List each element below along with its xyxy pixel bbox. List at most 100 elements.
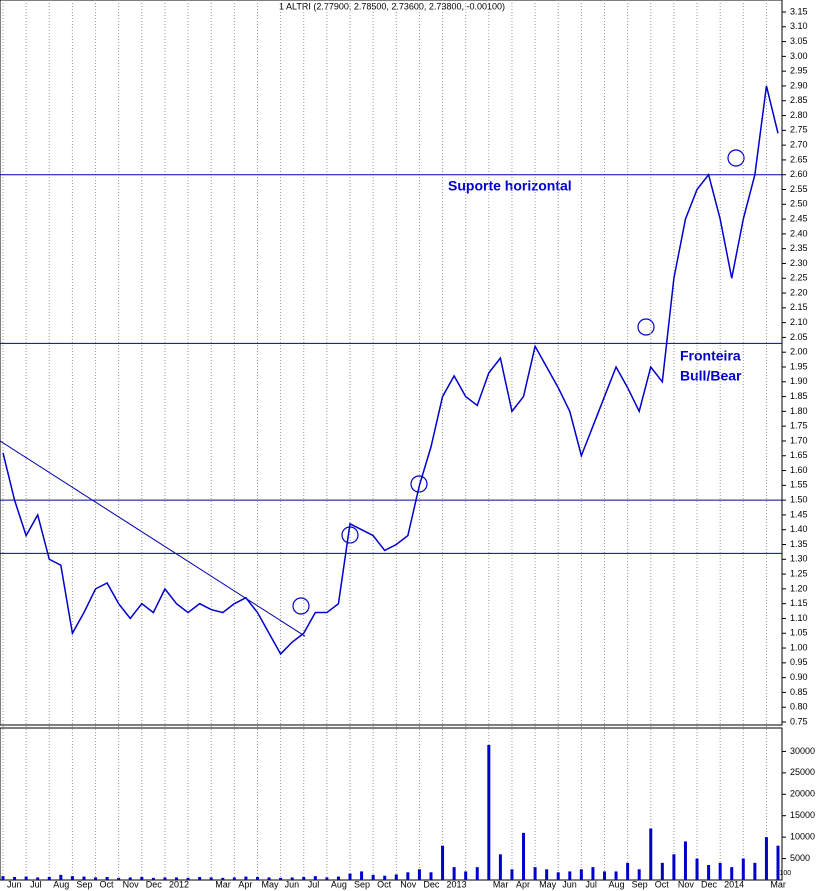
volume-bar [255,877,259,880]
y-tick-label: 2.80 [790,110,808,120]
volume-bar [13,877,17,880]
y-tick-label: 2.90 [790,80,808,90]
x-tick-label: Nov [678,879,695,889]
x-tick-label: Oct [655,879,670,889]
x-tick-label: Mar [770,879,786,889]
y-tick-label: 0.80 [790,702,808,712]
y-tick-label: 1.95 [790,361,808,371]
volume-bar [82,876,86,880]
y-tick-label: 1.25 [790,568,808,578]
y-tick-label: 0.95 [790,657,808,667]
y-tick-label: 1.70 [790,435,808,445]
y-tick-label: 1.45 [790,509,808,519]
y-tick-label: 0.90 [790,672,808,682]
x-tick-label: Sep [76,879,92,889]
x-tick-label: Oct [377,879,392,889]
y-tick-label: 2.05 [790,332,808,342]
volume-bar [406,872,410,880]
y-tick-label: 1.50 [790,495,808,505]
x-tick-label: Jun [562,879,577,889]
annotation: Fronteira [680,348,741,364]
volume-bar [36,877,40,880]
volume-bar [614,871,618,880]
volume-bar [163,877,167,880]
volume-bar [117,877,121,880]
volume-bar [522,832,526,880]
volume-bar [336,876,340,880]
y-tick-label: 2.40 [790,228,808,238]
y-tick-label: 0.85 [790,687,808,697]
y-tick-label: 1.30 [790,554,808,564]
volume-bar [244,876,248,880]
volume-bar [753,862,757,880]
y-tick-label: 2.95 [790,66,808,76]
y-tick-label: 2.75 [790,125,808,135]
x-tick-label: Nov [123,879,140,889]
volume-bar [649,828,653,880]
volume-bar [302,877,306,880]
y-tick-label: 2.50 [790,199,808,209]
x-tick-label: Mar [493,879,509,889]
volume-bar [626,862,630,880]
volume-bar [695,858,699,880]
volume-bar [313,876,317,880]
y-tick-label: 3.00 [790,51,808,61]
volume-bar [672,854,676,880]
y-tick-label: 10000 [790,832,815,842]
volume-bar [568,871,572,880]
volume-bar [151,877,155,880]
volume-bar [498,854,502,880]
y-tick-label: 2.15 [790,302,808,312]
volume-bar [707,865,711,880]
y-tick-label: 1.15 [790,598,808,608]
y-tick-label: 2.00 [790,347,808,357]
smileys [292,149,745,615]
volume-bar [360,871,364,880]
volume-bar [47,877,51,880]
x-tick-label: Mar [215,879,231,889]
volume-bar [348,873,352,880]
volume-bar [464,871,468,880]
volume-bar [475,867,479,880]
y-tick-label: 2.55 [790,184,808,194]
volume-bar [510,869,514,880]
volume-bar [24,876,28,880]
volume-bar [579,869,583,880]
volume-bar [441,845,445,880]
x-tick-label: Jun [285,879,300,889]
volume-bar [429,872,433,880]
volume-bar [452,867,456,880]
y-tick-label: 1.80 [790,406,808,416]
annotation: Bull/Bear [680,368,742,384]
x-tick-label: Nov [400,879,417,889]
annotation: Suporte horizontal [448,178,572,194]
volume-bar [70,876,74,880]
volume-bar [660,862,664,880]
volume-bar [533,867,537,880]
volume-bar [394,874,398,880]
y-tick-label: 1.10 [790,613,808,623]
y-tick-label: 1.85 [790,391,808,401]
volume-bar [1,876,5,880]
y-tick-label: 2.85 [790,95,808,105]
y-tick-label: 1.65 [790,450,808,460]
chart-title: 1 ALTRI (2.77900, 2.78500, 2.73600, 2.73… [279,1,505,11]
volume-bar [602,871,606,880]
volume-bar [186,877,190,880]
x-tick-label: Jul [30,879,42,889]
y-tick-label: 3.05 [790,36,808,46]
y-tick-label: 2.20 [790,287,808,297]
y-tick-label: 1.35 [790,539,808,549]
y-tick-label: 3.10 [790,21,808,31]
volume-bar [209,877,213,880]
x-tick-label: Dec [701,879,718,889]
x-tick-label: Apr [516,879,530,889]
volume-bar [637,869,641,880]
y-tick-label: 1.20 [790,583,808,593]
volume-bar [591,867,595,880]
price-line [2,85,779,656]
volume-bar [683,841,687,880]
x-tick-label: Jun [7,879,22,889]
y-tick-label: 1.60 [790,465,808,475]
volume-bar [718,862,722,880]
